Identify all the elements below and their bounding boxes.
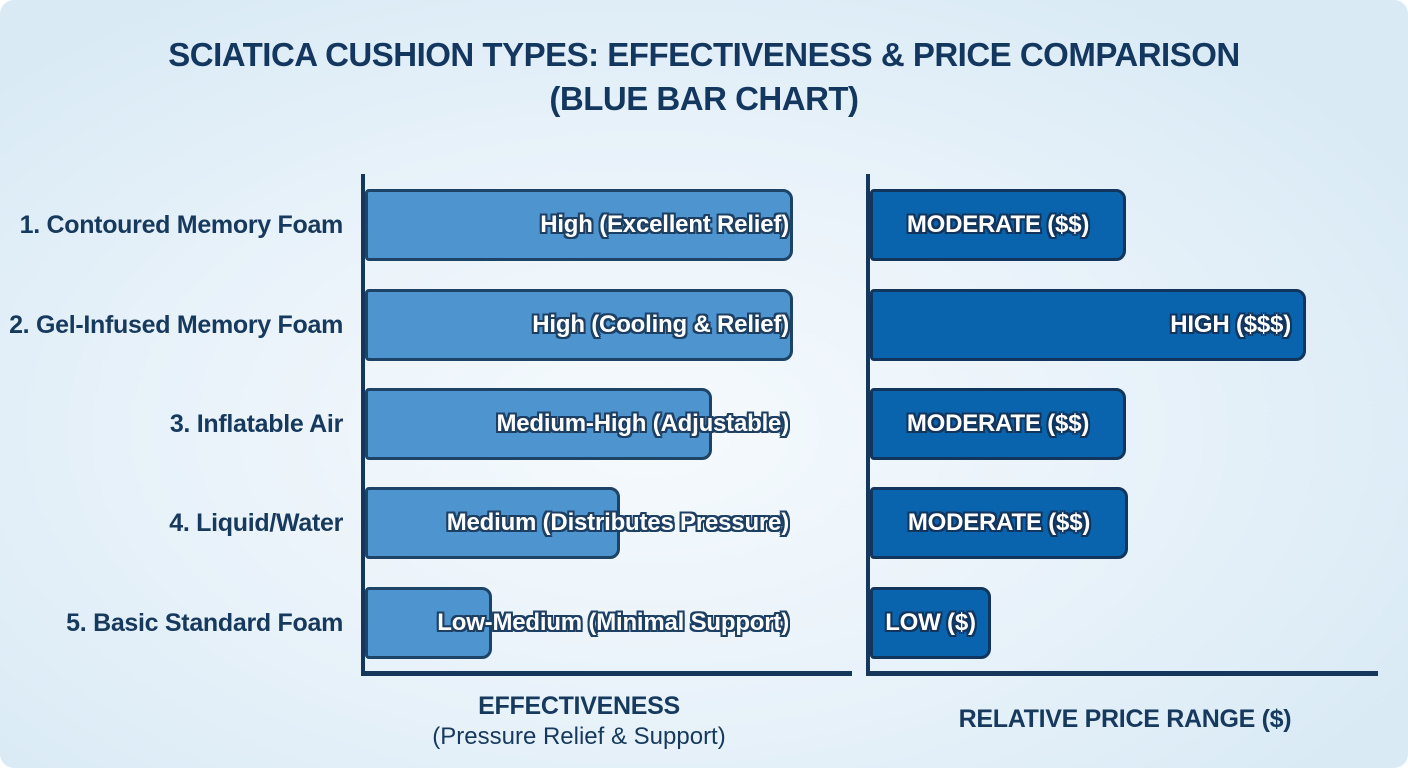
price-bar: LOW ($) [870,587,991,659]
price-x-axis-line [866,671,1378,676]
effectiveness-bar [365,487,620,559]
effectiveness-y-axis-line [361,174,365,676]
price-bar-label: MODERATE ($$) [906,211,1090,238]
effectiveness-x-axis-line [361,671,852,676]
category-label: 3. Inflatable Air [169,410,343,438]
price-bar-label: MODERATE ($$) [907,509,1091,536]
price-bar: MODERATE ($$) [870,189,1126,261]
chart-title-line2: (BLUE BAR CHART) [549,79,859,117]
chart-title: SCIATICA CUSHION TYPES: EFFECTIVENESS & … [0,33,1408,120]
category-label: 2. Gel-Infused Memory Foam [9,311,343,339]
price-bar: MODERATE ($$) [870,487,1128,559]
price-bar-label: LOW ($) [885,609,976,636]
effectiveness-bar [365,587,492,659]
chart-title-line1: SCIATICA CUSHION TYPES: EFFECTIVENESS & … [168,36,1240,73]
effectiveness-bar [365,388,712,460]
effectiveness-bar-label: Low-Medium (Minimal Support) [437,609,789,636]
effectiveness-axis-title: EFFECTIVENESS (Pressure Relief & Support… [365,692,793,751]
price-y-axis-line [866,174,870,676]
category-label: 5. Basic Standard Foam [66,609,343,637]
category-label: 4. Liquid/Water [169,509,343,537]
category-label: 1. Contoured Memory Foam [19,211,344,239]
price-axis-title: RELATIVE PRICE RANGE ($) [958,705,1292,733]
effectiveness-bar [365,189,793,261]
price-bar-label: HIGH ($$$) [1170,311,1291,338]
effectiveness-bar-label: Medium (Distributes Pressure) [446,509,789,536]
effectiveness-axis-title-line1: EFFECTIVENESS [478,692,680,720]
price-bar: HIGH ($$$) [870,289,1306,361]
effectiveness-bar-label: High (Excellent Relief) [540,211,789,238]
price-bar-label: MODERATE ($$) [906,410,1090,437]
price-bar: MODERATE ($$) [870,388,1126,460]
effectiveness-bar-label: High (Cooling & Relief) [532,311,789,338]
effectiveness-bar-label: Medium-High (Adjustable) [496,410,789,437]
effectiveness-axis-title-line2: (Pressure Relief & Support) [432,723,726,750]
effectiveness-bar [365,289,793,361]
